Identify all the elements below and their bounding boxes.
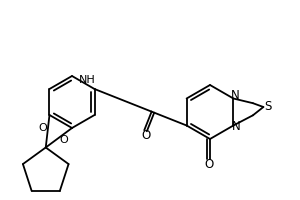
Text: O: O (38, 123, 47, 133)
Text: NH: NH (79, 75, 95, 85)
Text: O: O (141, 129, 150, 142)
Text: N: N (232, 120, 241, 133)
Text: O: O (60, 135, 69, 145)
Text: S: S (265, 99, 272, 112)
Text: O: O (204, 158, 214, 170)
Text: N: N (231, 89, 240, 102)
